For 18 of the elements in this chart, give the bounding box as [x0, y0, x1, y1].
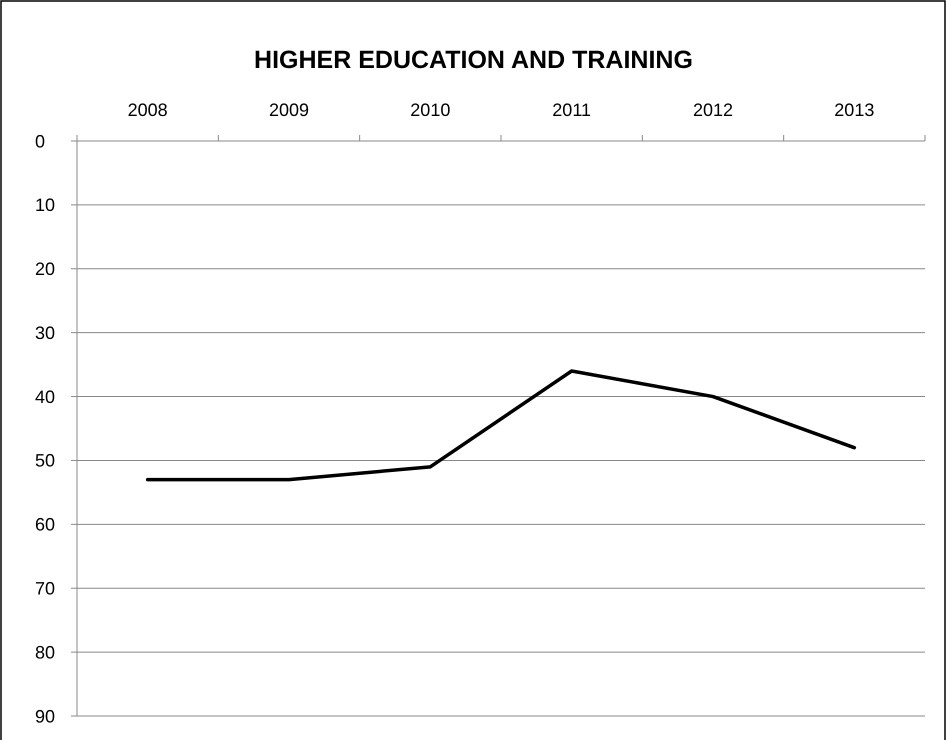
line-series	[146, 369, 856, 482]
x-tick-label: 2013	[834, 100, 874, 120]
y-tick-label: 40	[35, 386, 56, 407]
y-tick-label: 30	[35, 322, 56, 343]
x-tick-label: 2010	[410, 100, 450, 120]
y-tick-label: 80	[35, 642, 56, 662]
y-tick-label: 10	[35, 195, 56, 216]
y-tick-label: 0	[35, 131, 46, 152]
x-tick-label: 2011	[552, 100, 592, 120]
x-tick-label: 2008	[128, 100, 168, 120]
y-tick-label: 70	[35, 578, 56, 599]
x-tick-label: 2009	[268, 100, 310, 120]
y-tick-label: 20	[35, 259, 56, 280]
y-tick-label: 60	[35, 514, 56, 535]
chart-title: HIGHER EDUCATION AND TRAINING	[254, 46, 693, 74]
y-tick-label: 50	[35, 450, 56, 471]
y-tick-label: 90	[35, 706, 56, 726]
x-tick-label: 2012	[692, 100, 734, 120]
